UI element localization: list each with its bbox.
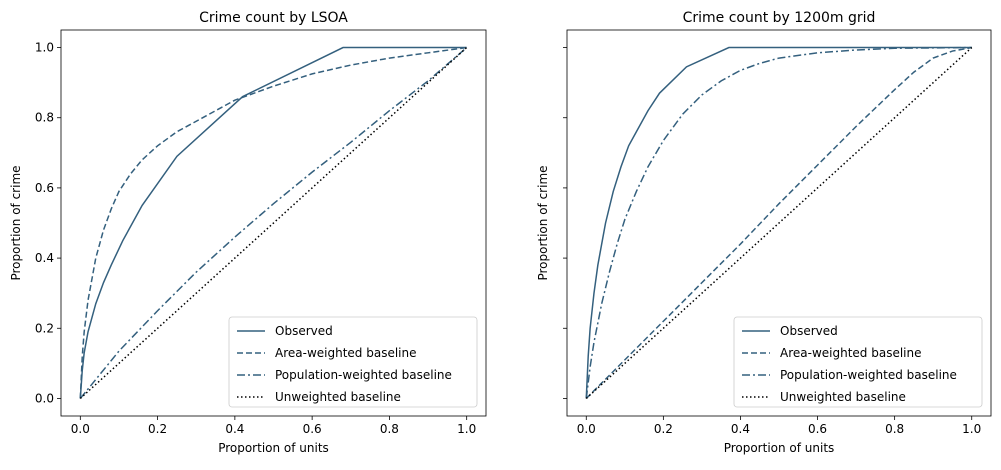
- legend-entry: Observed: [275, 324, 333, 338]
- y-axis-label: Proportion of crime: [536, 165, 550, 280]
- series-line-2: [79, 46, 467, 399]
- series-line-4: [79, 46, 468, 400]
- x-tick-label: 0.0: [577, 422, 596, 436]
- legend-entry: Area-weighted baseline: [275, 346, 416, 360]
- x-tick-label: 0.0: [71, 422, 90, 436]
- x-tick-label: 0.4: [731, 422, 750, 436]
- chart-title: Crime count by LSOA: [199, 10, 348, 26]
- plot-frame: [566, 29, 992, 417]
- legend-entry: Unweighted baseline: [275, 390, 401, 404]
- series-line-3: [79, 46, 468, 399]
- x-tick-label: 0.8: [885, 422, 904, 436]
- legend-entry: Area-weighted baseline: [780, 346, 921, 360]
- x-tick-label: 1.0: [457, 422, 476, 436]
- y-tick-label: 1.0: [35, 41, 54, 55]
- x-tick-label: 0.2: [654, 422, 673, 436]
- x-tick-label: 0.4: [225, 422, 244, 436]
- x-tick-label: 0.6: [808, 422, 827, 436]
- legend-entry: Population-weighted baseline: [275, 368, 452, 382]
- plot-frame: [60, 29, 487, 417]
- x-axis-label: Proportion of units: [218, 441, 329, 455]
- legend-box: [228, 316, 478, 408]
- y-tick-label: 0.4: [35, 251, 54, 265]
- legend-box: [733, 316, 983, 408]
- x-tick-label: 0.2: [148, 422, 167, 436]
- y-axis-label: Proportion of crime: [9, 165, 23, 280]
- x-tick-label: 0.8: [380, 422, 399, 436]
- series-line-3: [585, 46, 972, 399]
- subplot-2: Crime count by 1200m grid 0.0 0.2 0.4 0.6 0.8…: [536, 10, 992, 455]
- x-tick-label: 0.6: [303, 422, 322, 436]
- legend: Observed Area-weighted baseline Population…: [228, 316, 478, 408]
- x-axis-label: Proportion of units: [724, 441, 835, 455]
- series-line-2: [585, 46, 972, 399]
- legend: Observed Area-weighted baseline Population…: [733, 316, 983, 408]
- y-tick-label: 0.8: [35, 111, 54, 125]
- y-tick-label: 0.2: [35, 321, 54, 335]
- subplot-1: Crime count by LSOA 0.0 0.2 0.4 0.6 0.8 1.0 0.0…: [9, 10, 487, 455]
- legend-entry: Unweighted baseline: [780, 390, 906, 404]
- legend-entry: Population-weighted baseline: [780, 368, 957, 382]
- y-tick-label: 0.0: [35, 391, 54, 405]
- series-line-1: [585, 46, 972, 399]
- x-tick-label: 1.0: [962, 422, 981, 436]
- chart-title: Crime count by 1200m grid: [683, 10, 876, 26]
- legend-entry: Observed: [780, 324, 838, 338]
- y-tick-label: 0.6: [35, 181, 54, 195]
- series-line-4: [585, 46, 973, 400]
